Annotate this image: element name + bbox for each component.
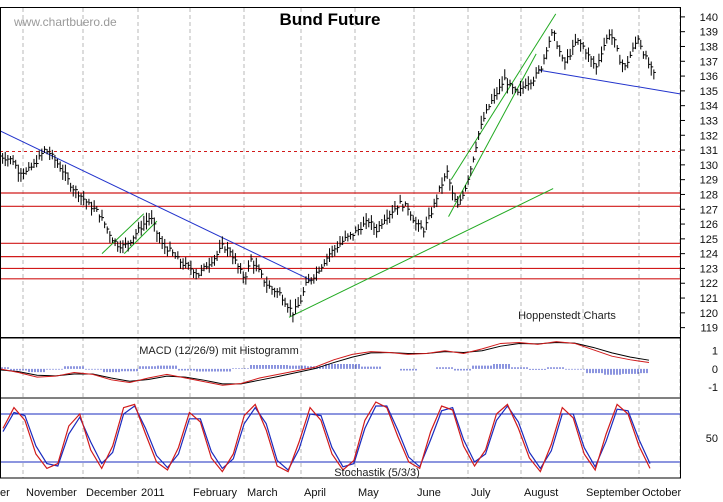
source-note: Hoppenstedt Charts — [518, 310, 616, 322]
price-axis-label: 133 — [700, 115, 718, 127]
macd-axis-label: -1 — [708, 382, 718, 394]
price-bars — [0, 29, 656, 323]
price-axis-label: 132 — [700, 130, 718, 142]
trendline — [288, 188, 554, 318]
month-label: July — [471, 487, 491, 499]
stoch-k-line — [2, 401, 651, 473]
month-label: June — [417, 487, 441, 499]
axis-labels: 119 120 121 122 123 124 125 126 127 128 129 130 131 1… — [0, 12, 718, 499]
macd-line — [0, 341, 650, 386]
stochastic-axis-label: 50 — [706, 433, 718, 445]
price-axis-label: 140 — [700, 12, 718, 24]
macd-axis-label: 1 — [712, 346, 718, 358]
month-label: May — [358, 487, 379, 499]
month-label: December — [86, 487, 137, 499]
trendline — [450, 13, 557, 180]
price-axis-label: 121 — [700, 293, 718, 305]
price-axis-label: 135 — [700, 86, 718, 98]
price-axis-label: 120 — [700, 308, 718, 320]
price-axis-label: 125 — [700, 234, 718, 246]
month-label: April — [304, 487, 326, 499]
macd-axis-label: 0 — [712, 364, 718, 376]
price-axis-label: 130 — [700, 160, 718, 172]
price-axis-label: 129 — [700, 175, 718, 187]
price-axis-label: 138 — [700, 41, 718, 53]
price-axis-label: 137 — [700, 56, 718, 68]
stochastic-title: Stochastik (5/3/3) — [334, 467, 420, 479]
macd-panel — [0, 341, 650, 386]
price-axis-label: 124 — [700, 249, 718, 261]
trendline — [448, 53, 537, 217]
price-axis-label: 126 — [700, 219, 718, 231]
month-label: November — [26, 487, 77, 499]
month-label: October — [642, 487, 681, 499]
trendline — [123, 220, 158, 255]
month-label: September — [586, 487, 640, 499]
price-axis-label: 119 — [700, 323, 718, 335]
watermark: www.chartbuero.de — [13, 15, 117, 29]
price-axis-label: 139 — [700, 27, 718, 39]
stochastic-panel-frame — [0, 397, 681, 479]
trendline — [101, 213, 145, 255]
month-label: February — [193, 487, 238, 499]
month-label: March — [247, 487, 278, 499]
price-axis-label: 134 — [700, 101, 718, 113]
price-axis-label: 128 — [700, 189, 718, 201]
month-label: 2011 — [141, 487, 165, 499]
chart-title: Bund Future — [279, 10, 380, 29]
price-axis-label: 131 — [700, 145, 718, 157]
month-label-fragment: er — [0, 487, 10, 499]
stochastic-panel — [0, 401, 680, 473]
macd-title: MACD (12/26/9) mit Histogramm — [139, 345, 299, 357]
month-label: August — [524, 487, 558, 499]
price-axis-label: 123 — [700, 263, 718, 275]
panel-frames — [0, 7, 681, 479]
trendlines — [0, 13, 681, 318]
price-axis-label: 136 — [700, 71, 718, 83]
price-axis-label: 122 — [700, 278, 718, 290]
trendline — [538, 69, 681, 95]
price-axis-label: 127 — [700, 204, 718, 216]
